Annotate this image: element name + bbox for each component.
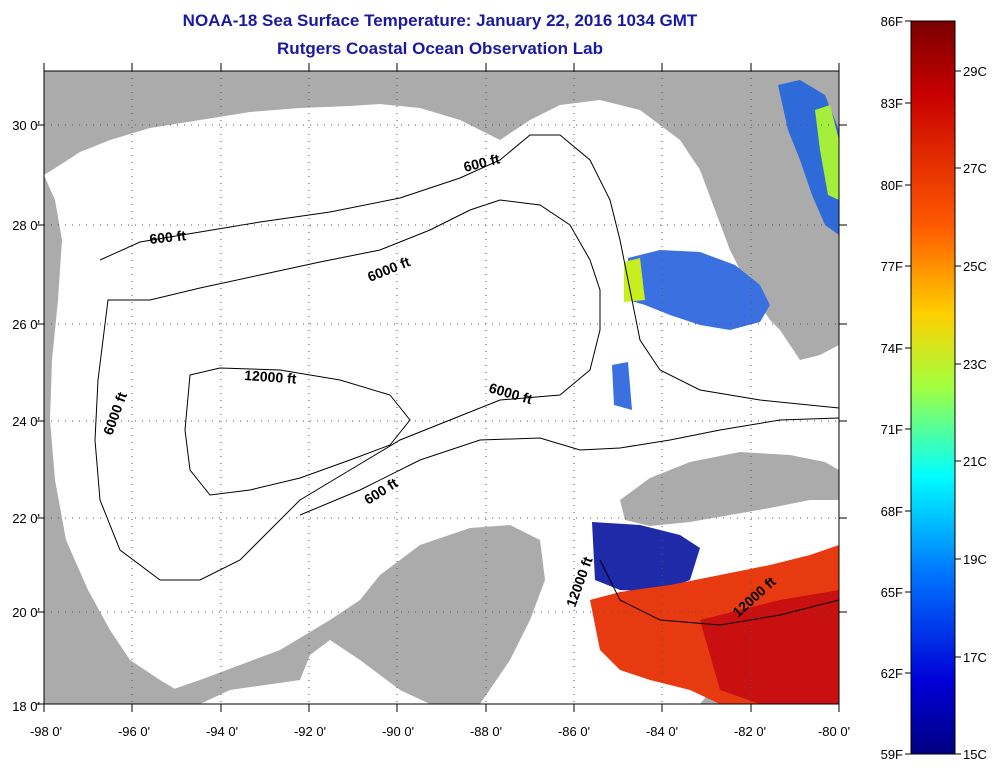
- sst-florida-warm: [815, 105, 839, 200]
- colorbar-ticks: [905, 20, 961, 755]
- colorbar-f-label: 68F: [881, 504, 903, 519]
- contour-600ft-south: [299, 417, 839, 516]
- colorbar-c-label: 21C: [963, 454, 987, 469]
- colorbar-f-label: 80F: [881, 178, 903, 193]
- lat-label: 28 0': [12, 218, 40, 233]
- lon-label: -92 0': [294, 724, 326, 739]
- map-title: NOAA-18 Sea Surface Temperature: January…: [182, 11, 698, 30]
- colorbar-f-label: 77F: [881, 259, 903, 274]
- contour-12000ft: [184, 367, 411, 496]
- lat-label: 24 0': [12, 414, 40, 429]
- sst-west-florida-shelf: [628, 250, 770, 330]
- colorbar-c-label: 19C: [963, 552, 987, 567]
- contour-12000ft-caribbean: [599, 559, 839, 626]
- colorbar-f-label: 86F: [881, 14, 903, 29]
- sst-patch-central: [612, 362, 632, 410]
- lat-label: 26 0': [12, 317, 40, 332]
- contour-600ft: [99, 134, 839, 409]
- lon-label: -80 0': [818, 724, 850, 739]
- colorbar-f-label: 83F: [881, 96, 903, 111]
- yucatan-land: [130, 525, 545, 704]
- colorbar-c-label: 27C: [963, 161, 987, 176]
- lon-label: -98 0': [30, 724, 62, 739]
- tick-marks: [36, 63, 847, 712]
- map-area: 600 ft 600 ft 600 ft 6000 ft 6000 ft 600…: [44, 71, 839, 704]
- map-subtitle: Rutgers Coastal Ocean Observation Lab: [277, 39, 603, 58]
- colorbar-c-label: 23C: [963, 357, 987, 372]
- sst-caribbean-hot: [700, 590, 839, 704]
- colorbar-f-label: 59F: [881, 747, 903, 762]
- lon-label: -86 0': [558, 724, 590, 739]
- lat-label: 30 0': [12, 118, 40, 133]
- colorbar: [910, 20, 956, 755]
- lat-label: 20 0': [12, 605, 40, 620]
- lon-label: -88 0': [470, 724, 502, 739]
- lat-label: 22 0': [12, 511, 40, 526]
- colorbar-f-label: 62F: [881, 666, 903, 681]
- colorbar-f-label: 65F: [881, 585, 903, 600]
- contour-6000ft: [94, 199, 601, 581]
- sst-shelf-warm: [624, 258, 645, 302]
- lon-label: -96 0': [118, 724, 150, 739]
- lon-label: -82 0': [734, 724, 766, 739]
- cuba-land: [620, 452, 839, 526]
- grid-lines: [44, 71, 839, 704]
- colorbar-c-label: 25C: [963, 259, 987, 274]
- mexico-land: [44, 175, 200, 704]
- colorbar-c-label: 17C: [963, 650, 987, 665]
- contour-label-600-northwest: 600 ft: [149, 227, 187, 247]
- lon-label: -90 0': [382, 724, 414, 739]
- lat-label: 18 0': [12, 699, 40, 714]
- lon-label: -94 0': [206, 724, 238, 739]
- colorbar-c-label: 29C: [963, 64, 987, 79]
- colorbar-c-label: 15C: [963, 747, 987, 762]
- sst-yucatan-channel: [592, 522, 700, 592]
- colorbar-f-label: 74F: [881, 341, 903, 356]
- map-frame: [43, 70, 840, 705]
- colorbar-f-label: 71F: [881, 422, 903, 437]
- lon-label: -84 0': [646, 724, 678, 739]
- contour-label-12000-center: 12000 ft: [244, 367, 297, 387]
